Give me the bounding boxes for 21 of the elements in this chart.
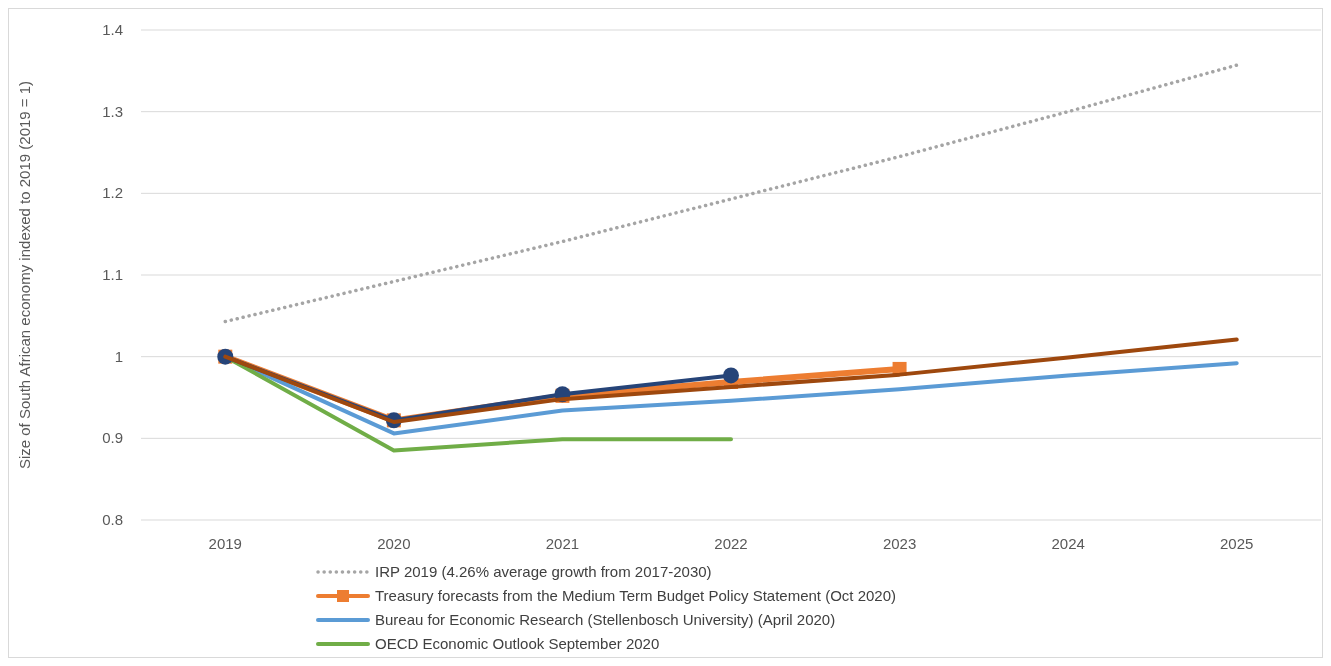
x-tick-label: 2019 [208,535,242,552]
y-tick-label: 1 [114,347,123,365]
y-tick-label: 1.3 [102,102,123,120]
legend-label: IRP 2019 (4.26% average growth from 2017-2030) [375,563,712,580]
x-tick-label: 2023 [882,535,917,552]
y-tick-label: 1.2 [102,184,123,202]
x-tick-label: 2025 [1220,535,1254,552]
x-tick-label: 2022 [714,535,748,552]
legend-label: Bureau for Economic Research (Stellenbosch University) (April 2020) [375,611,836,628]
x-tick-label: 2020 [377,535,411,552]
legend-label: Treasury forecasts from the Medium Term Budget Policy Statement (Oct 2020) [375,587,897,604]
y-tick-label: 1.1 [102,266,123,283]
y-tick-label: 0.9 [102,429,123,447]
legend-label: OECD Economic Outlook September 2020 [375,635,660,652]
y-tick-label: 1.4 [102,21,123,38]
line-series [223,63,1239,324]
point [723,367,739,384]
y-axis-title: Size of South African economy indexed to 2019 (2019 = 1) [16,80,33,470]
x-tick-label: 2021 [545,535,580,552]
x-tick-label: 2024 [1051,535,1085,552]
y-tick-label: 0.8 [102,511,123,528]
